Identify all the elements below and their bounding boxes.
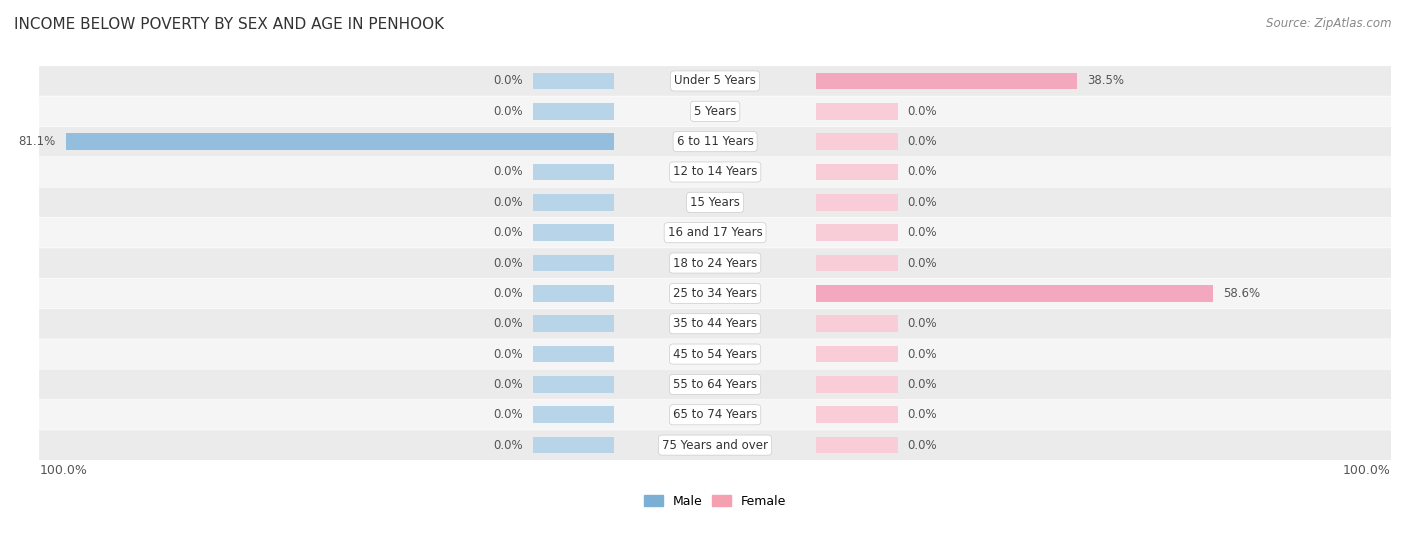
Text: 6 to 11 Years: 6 to 11 Years — [676, 135, 754, 148]
Text: 45 to 54 Years: 45 to 54 Years — [673, 348, 758, 361]
Text: 0.0%: 0.0% — [494, 439, 523, 452]
Bar — [533, 255, 613, 271]
Bar — [533, 194, 613, 211]
Bar — [533, 315, 613, 332]
Text: 100.0%: 100.0% — [1343, 464, 1391, 477]
FancyBboxPatch shape — [39, 339, 1391, 369]
FancyBboxPatch shape — [39, 400, 1391, 430]
Bar — [817, 164, 897, 181]
Bar — [817, 255, 897, 271]
FancyBboxPatch shape — [39, 369, 1391, 399]
Text: 58.6%: 58.6% — [1223, 287, 1260, 300]
Text: 0.0%: 0.0% — [908, 317, 938, 330]
Bar — [533, 285, 613, 302]
Text: 0.0%: 0.0% — [908, 165, 938, 178]
Text: 0.0%: 0.0% — [908, 257, 938, 269]
Text: 0.0%: 0.0% — [494, 74, 523, 87]
Text: 55 to 64 Years: 55 to 64 Years — [673, 378, 758, 391]
Bar — [66, 133, 613, 150]
Bar — [533, 73, 613, 89]
Bar — [533, 406, 613, 423]
Text: Source: ZipAtlas.com: Source: ZipAtlas.com — [1267, 17, 1392, 30]
Bar — [817, 194, 897, 211]
FancyBboxPatch shape — [39, 248, 1391, 278]
Text: 15 Years: 15 Years — [690, 196, 740, 209]
Text: 0.0%: 0.0% — [908, 408, 938, 421]
Text: 0.0%: 0.0% — [908, 348, 938, 361]
Text: 0.0%: 0.0% — [908, 226, 938, 239]
Text: 0.0%: 0.0% — [908, 196, 938, 209]
Text: 0.0%: 0.0% — [908, 135, 938, 148]
Bar — [533, 103, 613, 120]
Bar — [817, 224, 897, 241]
Text: 35 to 44 Years: 35 to 44 Years — [673, 317, 758, 330]
Text: Under 5 Years: Under 5 Years — [673, 74, 756, 87]
Bar — [817, 315, 897, 332]
Legend: Male, Female: Male, Female — [638, 490, 792, 513]
Bar — [533, 437, 613, 453]
FancyBboxPatch shape — [39, 66, 1391, 96]
Text: 0.0%: 0.0% — [908, 378, 938, 391]
Text: 16 and 17 Years: 16 and 17 Years — [668, 226, 762, 239]
Bar — [817, 345, 897, 362]
Text: 0.0%: 0.0% — [494, 348, 523, 361]
Text: 0.0%: 0.0% — [494, 196, 523, 209]
Text: 0.0%: 0.0% — [494, 257, 523, 269]
Text: 65 to 74 Years: 65 to 74 Years — [673, 408, 758, 421]
FancyBboxPatch shape — [39, 157, 1391, 187]
Text: 0.0%: 0.0% — [494, 105, 523, 118]
Text: 0.0%: 0.0% — [494, 287, 523, 300]
FancyBboxPatch shape — [39, 309, 1391, 339]
Text: 18 to 24 Years: 18 to 24 Years — [673, 257, 758, 269]
Bar — [817, 73, 1077, 89]
Text: 25 to 34 Years: 25 to 34 Years — [673, 287, 758, 300]
Text: INCOME BELOW POVERTY BY SEX AND AGE IN PENHOOK: INCOME BELOW POVERTY BY SEX AND AGE IN P… — [14, 17, 444, 32]
Text: 81.1%: 81.1% — [18, 135, 55, 148]
Text: 12 to 14 Years: 12 to 14 Years — [673, 165, 758, 178]
Bar — [533, 376, 613, 393]
Bar — [533, 164, 613, 181]
FancyBboxPatch shape — [39, 97, 1391, 126]
Bar — [533, 345, 613, 362]
Bar — [817, 103, 897, 120]
FancyBboxPatch shape — [39, 278, 1391, 308]
Bar — [817, 376, 897, 393]
Text: 5 Years: 5 Years — [695, 105, 737, 118]
FancyBboxPatch shape — [39, 218, 1391, 248]
FancyBboxPatch shape — [39, 430, 1391, 460]
Bar — [817, 406, 897, 423]
Text: 0.0%: 0.0% — [908, 439, 938, 452]
FancyBboxPatch shape — [39, 127, 1391, 157]
Bar — [817, 437, 897, 453]
Bar — [817, 285, 1212, 302]
Text: 0.0%: 0.0% — [494, 378, 523, 391]
Text: 0.0%: 0.0% — [494, 226, 523, 239]
Text: 0.0%: 0.0% — [908, 105, 938, 118]
Text: 0.0%: 0.0% — [494, 165, 523, 178]
Text: 0.0%: 0.0% — [494, 408, 523, 421]
Text: 0.0%: 0.0% — [494, 317, 523, 330]
Bar — [817, 133, 897, 150]
Text: 38.5%: 38.5% — [1087, 74, 1123, 87]
FancyBboxPatch shape — [39, 187, 1391, 217]
Bar — [533, 224, 613, 241]
Text: 100.0%: 100.0% — [39, 464, 87, 477]
Text: 75 Years and over: 75 Years and over — [662, 439, 768, 452]
